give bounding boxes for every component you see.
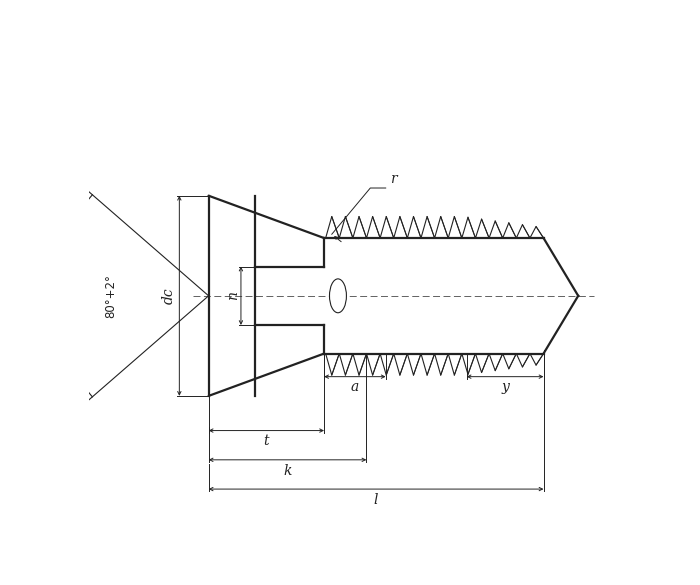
- Text: 80°+2°: 80°+2°: [104, 274, 118, 318]
- Text: k: k: [284, 463, 292, 477]
- Text: l: l: [374, 493, 378, 507]
- Text: dc: dc: [162, 287, 176, 304]
- Text: t: t: [263, 434, 270, 448]
- Ellipse shape: [330, 279, 346, 313]
- Text: y: y: [501, 380, 509, 394]
- Text: n: n: [226, 291, 240, 300]
- Text: a: a: [351, 380, 359, 394]
- Text: r: r: [389, 172, 396, 186]
